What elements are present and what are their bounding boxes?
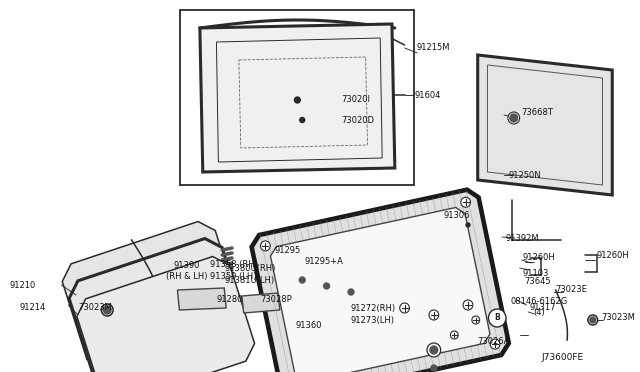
Text: 91214: 91214: [19, 302, 45, 311]
Text: 73026A: 73026A: [477, 337, 510, 346]
Polygon shape: [242, 293, 280, 313]
Text: 73023E: 73023E: [556, 285, 588, 294]
Polygon shape: [69, 238, 247, 372]
Text: 91215M: 91215M: [416, 42, 450, 51]
Text: 91390: 91390: [173, 260, 200, 269]
Text: (4): (4): [533, 308, 545, 317]
Text: 91381U(LH): 91381U(LH): [224, 276, 275, 285]
Text: 91604: 91604: [414, 90, 441, 99]
Circle shape: [300, 118, 305, 122]
Text: 73020I: 73020I: [341, 94, 370, 103]
Circle shape: [472, 316, 479, 324]
Text: 91272(RH): 91272(RH): [351, 304, 396, 312]
Circle shape: [101, 304, 113, 316]
Text: 91280: 91280: [216, 295, 243, 305]
Circle shape: [588, 315, 598, 325]
Circle shape: [431, 365, 436, 371]
Circle shape: [466, 223, 470, 227]
Circle shape: [590, 317, 596, 323]
Circle shape: [451, 331, 458, 339]
Circle shape: [103, 306, 111, 314]
Circle shape: [461, 197, 470, 207]
Text: 91210: 91210: [10, 280, 36, 289]
Text: 91273(LH): 91273(LH): [351, 315, 395, 324]
Text: 91359 (LH): 91359 (LH): [210, 272, 256, 280]
Text: 73023M: 73023M: [602, 314, 636, 323]
Circle shape: [324, 283, 330, 289]
Text: (RH & LH): (RH & LH): [166, 272, 207, 280]
Circle shape: [510, 114, 518, 122]
Text: 73020D: 73020D: [341, 115, 374, 125]
Text: 91250N: 91250N: [509, 170, 541, 180]
Text: 91360: 91360: [296, 321, 322, 330]
Polygon shape: [252, 190, 509, 372]
Text: 91260H: 91260H: [596, 251, 629, 260]
Circle shape: [300, 277, 305, 283]
Polygon shape: [62, 221, 240, 369]
Text: B: B: [494, 314, 500, 323]
Circle shape: [508, 112, 520, 124]
Circle shape: [348, 289, 354, 295]
Circle shape: [400, 303, 410, 313]
Text: 08146-6162G: 08146-6162G: [511, 298, 568, 307]
Text: 91317: 91317: [529, 304, 556, 312]
Circle shape: [490, 339, 500, 349]
Text: 91306: 91306: [444, 211, 470, 219]
Polygon shape: [77, 257, 255, 372]
Circle shape: [463, 300, 473, 310]
Polygon shape: [200, 24, 395, 172]
Text: 73023M: 73023M: [78, 304, 112, 312]
Circle shape: [488, 309, 506, 327]
Polygon shape: [177, 288, 226, 310]
Circle shape: [429, 310, 438, 320]
Circle shape: [430, 346, 438, 354]
Polygon shape: [477, 55, 612, 195]
Text: 73645: 73645: [525, 278, 551, 286]
Text: 91392M: 91392M: [505, 234, 539, 243]
Text: 91358 (RH): 91358 (RH): [210, 260, 257, 269]
Text: 73668T: 73668T: [522, 108, 554, 116]
Text: J73600FE: J73600FE: [541, 353, 583, 362]
Polygon shape: [271, 208, 490, 372]
Text: 91103: 91103: [522, 269, 549, 279]
Text: 73028P: 73028P: [260, 295, 292, 305]
Text: 91380U(RH): 91380U(RH): [224, 263, 276, 273]
Text: 91260H: 91260H: [522, 253, 556, 263]
Circle shape: [294, 97, 300, 103]
Circle shape: [427, 343, 441, 357]
Circle shape: [260, 241, 270, 251]
Text: 91295+A: 91295+A: [304, 257, 343, 266]
Text: 91295: 91295: [275, 246, 301, 254]
